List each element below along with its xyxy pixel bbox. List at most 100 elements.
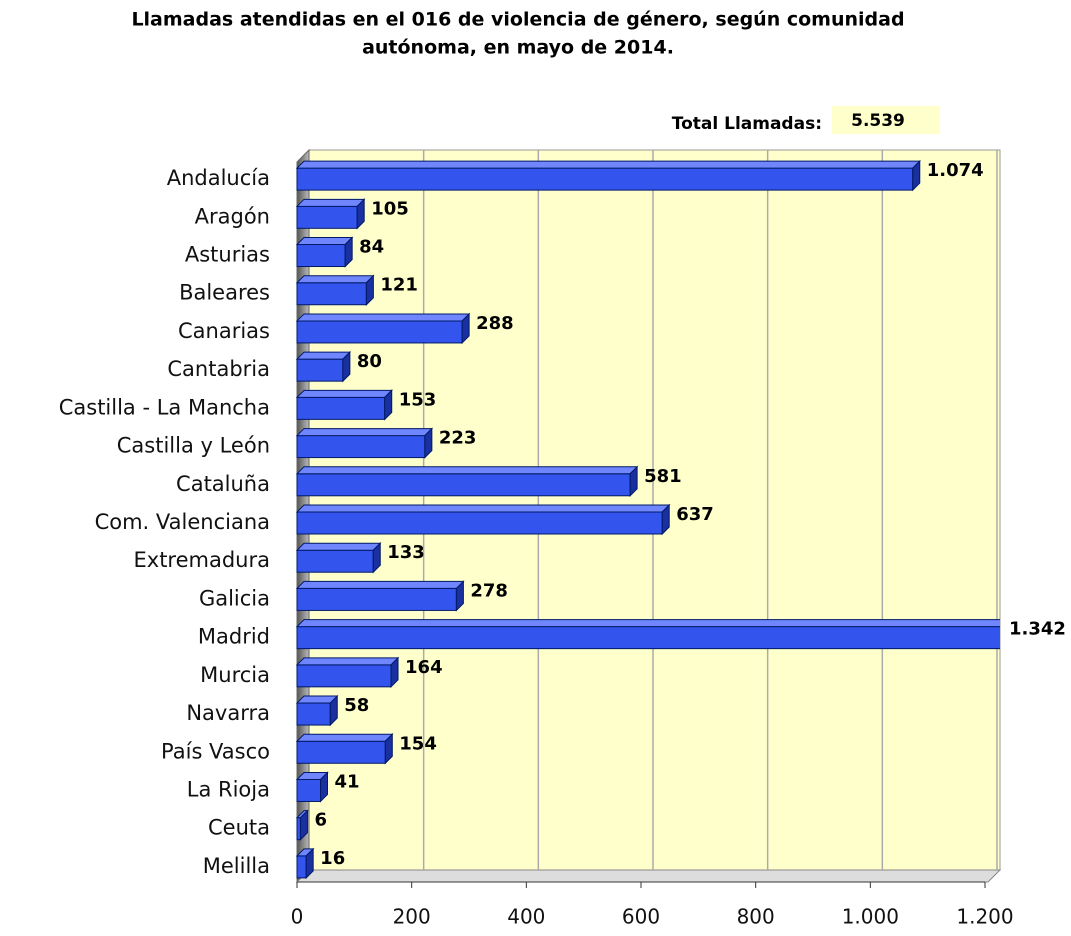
bar-top <box>295 733 394 742</box>
bar <box>296 549 374 573</box>
bar-side <box>299 809 308 841</box>
bar-top <box>295 160 921 169</box>
value-label: 1.342 <box>1009 619 1066 640</box>
bar <box>296 664 392 688</box>
bar <box>296 817 301 841</box>
x-tick-label: 400 <box>507 905 545 929</box>
value-label: 223 <box>439 428 477 449</box>
value-label: 6 <box>314 810 327 831</box>
y-tick-label: Cantabria <box>167 357 270 381</box>
bar <box>296 587 457 611</box>
y-tick-label: Galicia <box>199 586 270 610</box>
bar-side <box>356 198 365 230</box>
y-tick-label: Castilla y León <box>117 434 270 458</box>
bar-side <box>365 274 374 306</box>
value-label: 80 <box>357 351 382 372</box>
bar-top <box>295 428 434 437</box>
y-tick-label: Aragón <box>195 204 270 228</box>
bar-side <box>305 847 314 880</box>
bar-side <box>344 236 353 268</box>
x-tick-label: 600 <box>622 905 660 929</box>
total-value: 5.539 <box>851 111 905 131</box>
bar <box>296 702 331 726</box>
value-label: 16 <box>320 848 345 869</box>
bar-top <box>295 466 639 475</box>
y-tick-label: Baleares <box>179 281 270 305</box>
bar-side <box>455 580 464 612</box>
value-label: 1.074 <box>927 160 984 181</box>
y-tick-label: Cataluña <box>176 472 270 496</box>
x-tick-label: 0 <box>291 905 304 929</box>
y-tick-label: Canarias <box>178 319 270 343</box>
y-tick-label: Castilla - La Mancha <box>59 395 270 419</box>
y-tick-label: Extremadura <box>134 548 271 572</box>
total-box <box>832 106 940 134</box>
y-tick-label: Melilla <box>203 854 270 878</box>
value-label: 164 <box>405 657 443 678</box>
bar <box>296 205 358 229</box>
y-tick-label: Murcia <box>200 663 270 687</box>
value-label: 84 <box>359 237 384 258</box>
value-label: 133 <box>387 542 425 563</box>
bar-side <box>342 350 351 383</box>
bar-top <box>295 619 1000 628</box>
bar <box>296 435 426 459</box>
bar-top <box>295 313 471 322</box>
bar-side <box>661 503 670 536</box>
bar-top <box>295 275 375 284</box>
total-label: Total Llamadas: <box>672 114 822 134</box>
bar <box>296 511 663 535</box>
bar-side <box>1066 620 1071 649</box>
chart-title: Llamadas atendidas en el 016 de violenci… <box>131 9 904 31</box>
bar-side <box>384 733 393 765</box>
x-tick-label: 800 <box>737 905 775 929</box>
value-label: 41 <box>335 771 360 792</box>
bars <box>295 159 1071 880</box>
bar <box>296 740 386 764</box>
x-tick-label: 200 <box>393 905 431 929</box>
value-label: 105 <box>371 198 409 219</box>
value-label: 153 <box>399 389 437 410</box>
bar-top <box>295 657 400 666</box>
labels: 0 200 400 600 800 1.000 1.200 Andalucía 1.074 Ara… <box>59 160 1066 928</box>
bar <box>296 320 463 344</box>
bar <box>296 358 344 382</box>
bar-top <box>295 389 393 398</box>
value-label: 121 <box>380 275 418 296</box>
x-tick-label: 1.200 <box>956 905 1013 929</box>
bar <box>296 778 322 802</box>
bar-top <box>295 504 671 513</box>
bar-top <box>295 198 366 207</box>
value-label: 278 <box>470 580 508 601</box>
bar-side <box>424 427 433 459</box>
bar <box>296 282 367 306</box>
bar <box>296 855 307 879</box>
value-label: 581 <box>644 466 682 487</box>
bar-top <box>295 580 465 589</box>
y-tick-label: Ceuta <box>208 816 270 840</box>
x-tick-label: 1.000 <box>842 905 899 929</box>
bar-side <box>384 389 393 421</box>
bar <box>296 167 914 191</box>
bar-side <box>629 465 638 497</box>
value-label: 58 <box>344 695 369 716</box>
floor <box>295 869 1002 883</box>
value-label: 288 <box>476 313 514 334</box>
bar-side <box>461 312 470 345</box>
bar <box>296 626 1000 650</box>
y-tick-label: Navarra <box>186 701 270 725</box>
bar-side <box>390 656 399 689</box>
y-tick-label: Asturias <box>185 243 270 267</box>
bar <box>296 473 631 497</box>
y-tick-label: Madrid <box>198 625 270 649</box>
bar <box>296 244 346 268</box>
bar-top <box>295 542 382 551</box>
y-tick-label: La Rioja <box>187 777 270 801</box>
bar-side <box>320 771 329 803</box>
y-tick-label: Com. Valenciana <box>95 510 270 534</box>
value-label: 637 <box>676 504 714 525</box>
chart-subtitle: autónoma, en mayo de 2014. <box>362 37 674 59</box>
bar-top <box>295 351 352 360</box>
bar-side <box>372 542 381 574</box>
